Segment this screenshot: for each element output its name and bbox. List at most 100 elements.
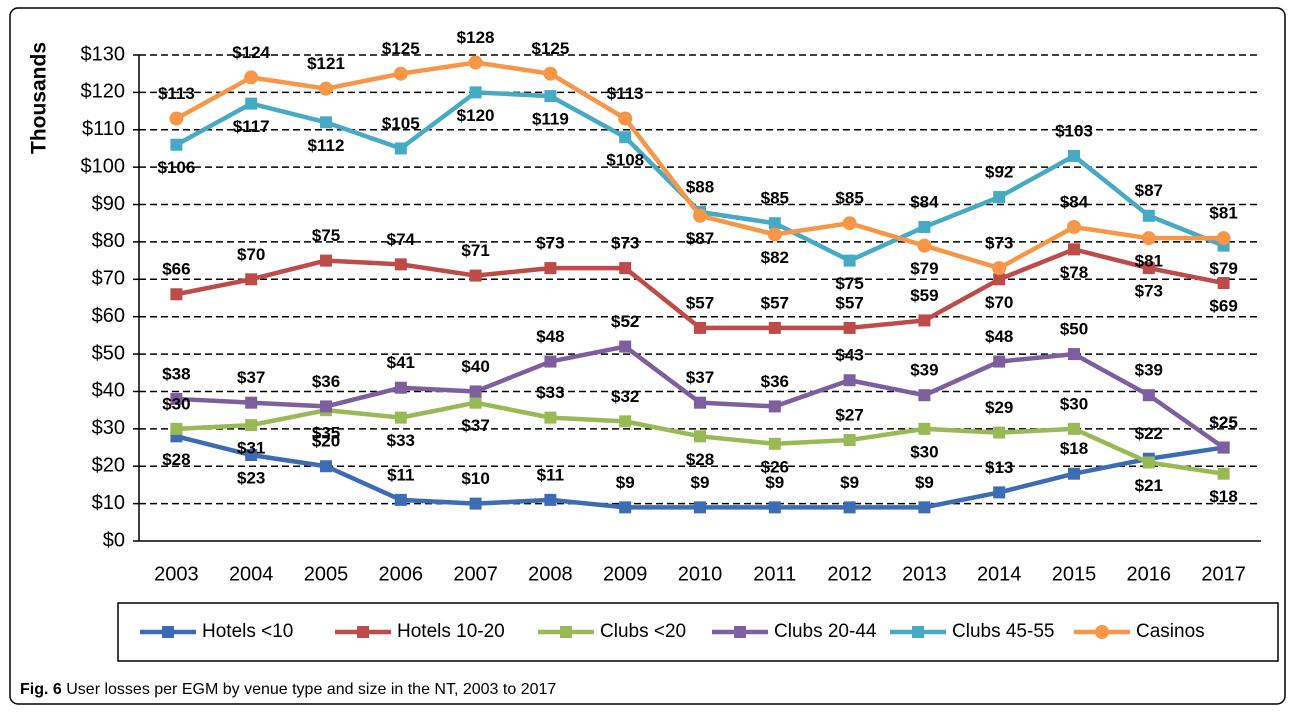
data-label: $23: [237, 468, 265, 487]
data-label: $117: [233, 117, 270, 136]
marker: [619, 262, 632, 275]
data-label: $78: [1060, 263, 1088, 282]
data-label: $88: [686, 177, 714, 196]
marker: [993, 355, 1006, 368]
marker: [768, 321, 781, 334]
y-tick-label: $40: [92, 380, 125, 402]
data-label: $84: [910, 192, 939, 211]
legend-marker: [560, 626, 572, 638]
x-tick-label: 2004: [229, 563, 274, 585]
legend-label: Clubs 20-44: [774, 621, 877, 642]
data-label: $92: [985, 163, 1013, 182]
marker: [918, 220, 931, 233]
data-label: $40: [461, 357, 489, 376]
marker: [1217, 467, 1230, 480]
marker: [1142, 209, 1155, 222]
marker: [544, 90, 557, 103]
data-label: $120: [457, 106, 495, 125]
marker: [1142, 456, 1155, 469]
series: [170, 396, 1230, 480]
y-tick-label: $60: [92, 305, 125, 327]
data-label: $79: [1209, 259, 1237, 278]
y-tick-label: $30: [92, 417, 125, 439]
marker: [1068, 422, 1080, 435]
data-label: $25: [1209, 413, 1237, 432]
marker: [394, 142, 407, 155]
marker: [170, 392, 183, 405]
marker: [767, 227, 782, 242]
data-label: $30: [162, 394, 190, 413]
data-label: $73: [1135, 282, 1163, 301]
marker: [170, 288, 183, 301]
marker: [993, 426, 1006, 439]
marker: [469, 269, 482, 282]
caption-label: Fig. 6: [20, 681, 62, 698]
data-label: $70: [237, 245, 265, 264]
data-label: $35: [312, 424, 340, 443]
data-label: $9: [840, 473, 859, 492]
marker: [1142, 389, 1155, 402]
legend-marker: [357, 626, 369, 638]
data-label: $71: [461, 241, 489, 260]
data-label: $125: [531, 39, 569, 58]
marker: [768, 217, 781, 230]
marker: [469, 86, 482, 99]
data-label: $128: [457, 28, 495, 47]
marker: [394, 411, 407, 424]
caption-text: User losses per EGM by venue type and si…: [66, 681, 556, 698]
marker: [244, 70, 259, 85]
data-label: $31: [237, 439, 265, 458]
data-label: $85: [835, 189, 863, 208]
y-tick-label: $70: [92, 268, 125, 290]
data-label: $27: [835, 406, 863, 425]
data-label: $73: [611, 234, 639, 253]
data-label: $112: [308, 136, 345, 155]
legend-entry: Clubs 20-44: [712, 621, 877, 642]
y-tick-label: $90: [92, 193, 125, 215]
marker: [245, 396, 258, 409]
data-label: $48: [985, 327, 1013, 346]
data-label: $48: [536, 327, 564, 346]
marker: [843, 321, 856, 334]
x-tick-label: 2010: [678, 563, 723, 585]
marker: [917, 238, 932, 253]
data-label: $87: [1135, 181, 1163, 200]
y-tick-label: $20: [92, 455, 125, 477]
data-label: $22: [1135, 424, 1163, 443]
marker: [1141, 231, 1156, 246]
y-tick-label: $110: [82, 118, 125, 140]
marker: [918, 501, 931, 514]
marker: [843, 254, 856, 267]
marker: [245, 97, 258, 110]
marker: [918, 314, 931, 327]
data-label: $121: [307, 54, 345, 73]
marker: [394, 493, 407, 506]
marker: [394, 381, 407, 394]
series: [170, 430, 1230, 514]
legend-label: Hotels 10-20: [397, 621, 505, 642]
marker: [843, 501, 856, 514]
data-label: $124: [232, 43, 270, 62]
marker: [1217, 277, 1230, 290]
marker: [1068, 149, 1080, 162]
marker: [469, 497, 482, 510]
data-label: $9: [691, 473, 710, 492]
data-label: $106: [157, 158, 195, 177]
x-tick-label: 2011: [753, 563, 796, 585]
marker: [619, 415, 632, 428]
marker: [320, 400, 332, 413]
legend-entry: Clubs 45-55: [890, 621, 1054, 642]
data-label: $30: [910, 442, 938, 461]
legend-entry: Clubs <20: [538, 621, 686, 642]
data-label: $26: [761, 457, 789, 476]
legend-entry: Hotels <10: [140, 621, 293, 642]
marker: [1217, 441, 1230, 454]
series: [170, 243, 1230, 334]
figure-border: [9, 7, 1286, 705]
data-label: $9: [765, 473, 784, 492]
data-label: $39: [910, 361, 938, 380]
data-label: $73: [536, 234, 564, 253]
caption: Fig. 6 User losses per EGM by venue type…: [20, 681, 556, 698]
x-tick-label: 2014: [977, 563, 1022, 585]
